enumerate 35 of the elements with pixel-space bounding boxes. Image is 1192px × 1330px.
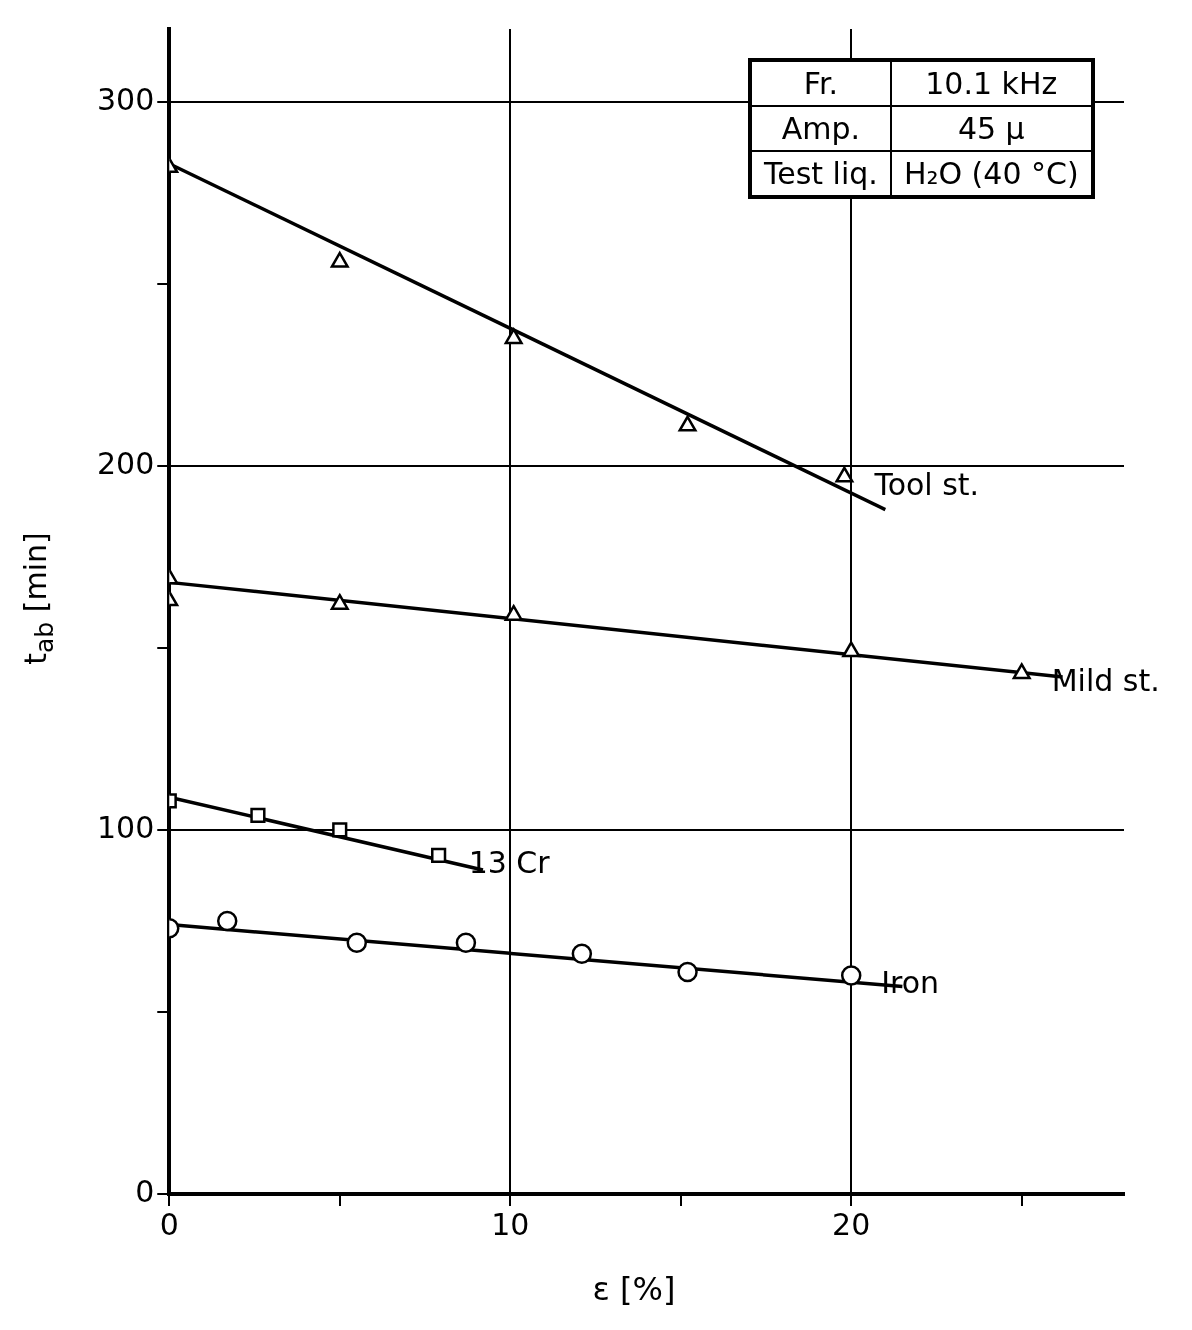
point bbox=[677, 961, 698, 983]
point bbox=[455, 932, 477, 954]
y-tick-label: 200 bbox=[97, 445, 155, 481]
series-label: Mild st. bbox=[1051, 663, 1160, 699]
point bbox=[431, 847, 447, 864]
annotation: Test liq. bbox=[750, 151, 891, 197]
x-axis-title: ε [%] bbox=[591, 1270, 677, 1308]
point bbox=[346, 932, 368, 954]
y-tick-label: 300 bbox=[97, 81, 155, 117]
x-tick-label: 0 bbox=[159, 1206, 179, 1242]
series-label: 13 Cr bbox=[468, 845, 551, 881]
x-tick-label: 20 bbox=[832, 1206, 871, 1242]
point bbox=[840, 965, 862, 986]
annotation: Amp. bbox=[750, 106, 891, 151]
y-tick-label: 100 bbox=[97, 809, 155, 845]
point bbox=[330, 251, 349, 268]
annotation: H₂O (40 °C) bbox=[890, 151, 1093, 197]
point bbox=[842, 641, 861, 658]
point bbox=[504, 604, 523, 621]
x-tick-label: 10 bbox=[491, 1206, 530, 1242]
series-label: Iron bbox=[881, 965, 940, 1001]
point bbox=[835, 466, 854, 483]
point bbox=[330, 593, 349, 610]
annotation: 45 μ bbox=[890, 106, 1093, 151]
point bbox=[1012, 663, 1031, 680]
y-tick-label: 0 bbox=[135, 1173, 155, 1209]
point bbox=[678, 415, 697, 432]
point bbox=[250, 807, 266, 823]
point bbox=[216, 910, 238, 932]
point bbox=[571, 943, 593, 964]
annotation: 10.1 kHz bbox=[890, 60, 1093, 106]
point bbox=[504, 328, 523, 345]
annotation: Fr. bbox=[750, 60, 891, 106]
point bbox=[332, 822, 348, 838]
series-label: Tool st. bbox=[873, 466, 980, 502]
